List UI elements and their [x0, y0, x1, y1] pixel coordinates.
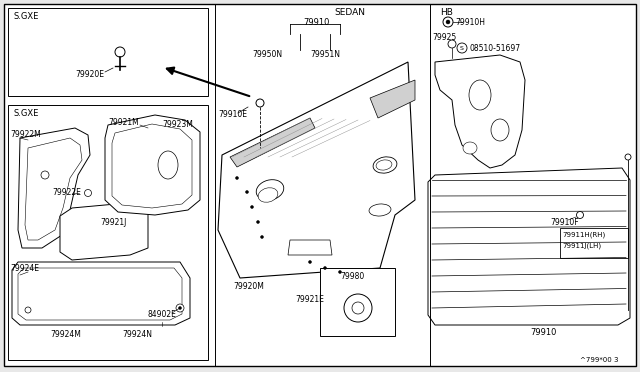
Text: 79920M: 79920M [233, 282, 264, 291]
Text: 79980: 79980 [340, 272, 364, 281]
Text: 79910E: 79910E [218, 110, 247, 119]
Circle shape [308, 260, 312, 263]
Polygon shape [230, 118, 315, 167]
Text: 79924E: 79924E [10, 264, 39, 273]
Circle shape [84, 189, 92, 196]
Text: ^799*00 3: ^799*00 3 [580, 357, 618, 363]
Polygon shape [288, 240, 332, 255]
Text: 79951N: 79951N [310, 50, 340, 59]
Polygon shape [428, 168, 630, 325]
Text: 79922E: 79922E [52, 188, 81, 197]
Circle shape [25, 307, 31, 313]
Text: HB: HB [440, 8, 453, 17]
Text: 79924M: 79924M [50, 330, 81, 339]
Ellipse shape [491, 119, 509, 141]
Circle shape [250, 205, 253, 208]
Circle shape [323, 266, 326, 269]
Text: 79923M: 79923M [162, 120, 193, 129]
Text: 79924N: 79924N [122, 330, 152, 339]
Text: 79921J: 79921J [100, 218, 126, 227]
Ellipse shape [373, 157, 397, 173]
Bar [560, 228, 628, 258]
Polygon shape [435, 55, 525, 168]
Circle shape [260, 235, 264, 238]
Text: S.GXE: S.GXE [13, 109, 38, 118]
Text: S: S [460, 45, 464, 51]
Circle shape [352, 302, 364, 314]
Circle shape [344, 294, 372, 322]
Circle shape [443, 17, 453, 27]
Text: 79910: 79910 [303, 18, 329, 27]
Text: 79925: 79925 [432, 33, 456, 42]
Circle shape [176, 304, 184, 312]
Circle shape [246, 190, 248, 193]
Polygon shape [218, 62, 415, 278]
Circle shape [257, 221, 259, 224]
Ellipse shape [469, 80, 491, 110]
Text: 08510-51697: 08510-51697 [470, 44, 521, 53]
Text: 79911J(LH): 79911J(LH) [562, 242, 601, 248]
Polygon shape [12, 262, 190, 325]
Polygon shape [370, 80, 415, 118]
Circle shape [625, 154, 631, 160]
Circle shape [41, 171, 49, 179]
Circle shape [236, 176, 239, 180]
Text: 79910F: 79910F [550, 218, 579, 227]
Text: 79922M: 79922M [10, 130, 41, 139]
Ellipse shape [158, 151, 178, 179]
Circle shape [448, 40, 456, 48]
Circle shape [577, 212, 584, 218]
Text: 79950N: 79950N [252, 50, 282, 59]
Polygon shape [18, 128, 90, 248]
Circle shape [446, 20, 450, 24]
Circle shape [339, 270, 342, 273]
Bar [8, 105, 208, 360]
Ellipse shape [369, 204, 391, 216]
Text: 79910H: 79910H [455, 18, 485, 27]
Polygon shape [105, 115, 200, 215]
Text: SEDAN: SEDAN [335, 8, 365, 17]
Circle shape [457, 43, 467, 53]
Text: 79920E: 79920E [75, 70, 104, 79]
Text: 79911H(RH): 79911H(RH) [562, 231, 605, 237]
Ellipse shape [376, 160, 392, 170]
Bar [8, 8, 208, 96]
Text: 79910: 79910 [530, 328, 556, 337]
Text: S.GXE: S.GXE [13, 12, 38, 21]
Text: 79921M: 79921M [108, 118, 139, 127]
Ellipse shape [256, 180, 284, 200]
Text: 79921E: 79921E [295, 295, 324, 304]
Ellipse shape [258, 188, 278, 202]
Circle shape [179, 307, 182, 310]
Text: 84902E: 84902E [148, 310, 177, 319]
Polygon shape [60, 202, 148, 260]
Circle shape [256, 99, 264, 107]
Bar [320, 268, 395, 336]
Ellipse shape [463, 142, 477, 154]
Circle shape [115, 47, 125, 57]
